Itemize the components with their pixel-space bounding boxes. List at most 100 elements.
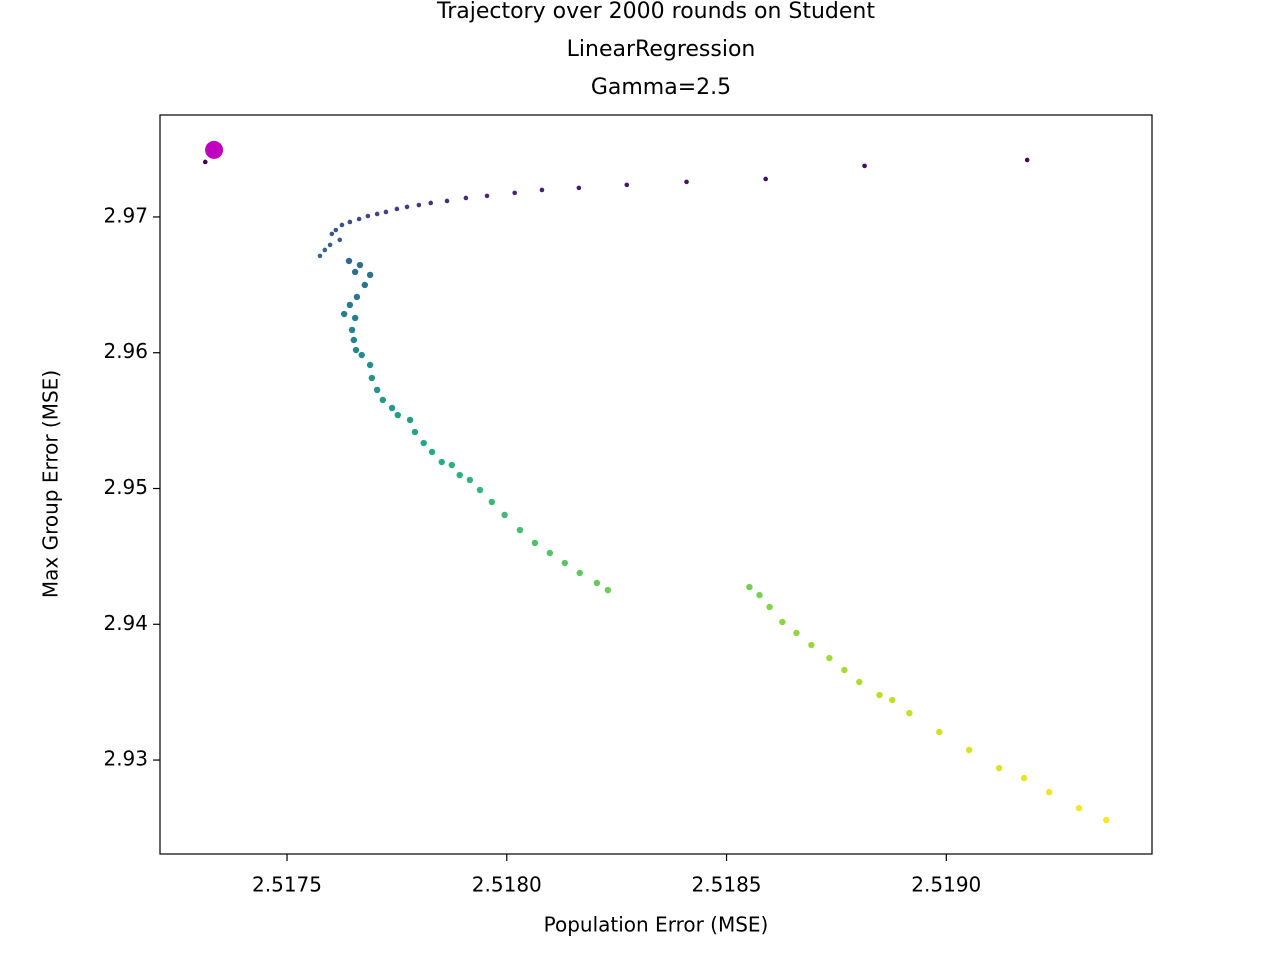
scatter-point bbox=[1024, 157, 1030, 163]
scatter-point bbox=[388, 404, 396, 412]
scatter-point bbox=[322, 247, 328, 253]
chart-title: LinearRegression bbox=[567, 37, 756, 62]
scatter-point bbox=[766, 603, 773, 611]
scatter-point bbox=[333, 227, 339, 233]
scatter-point bbox=[995, 764, 1003, 772]
scatter-point bbox=[394, 206, 400, 212]
scatter-point bbox=[1045, 788, 1053, 796]
scatter-point bbox=[463, 195, 469, 201]
scatter-point bbox=[358, 351, 365, 359]
scatter-point bbox=[763, 176, 768, 182]
scatter-point bbox=[1103, 816, 1110, 824]
scatter-point bbox=[546, 549, 554, 557]
scatter-point bbox=[444, 198, 450, 204]
scatter-point bbox=[856, 678, 863, 686]
scatter-point bbox=[337, 237, 343, 243]
scatter-point bbox=[351, 268, 359, 276]
scatter-point bbox=[906, 709, 913, 717]
scatter-point bbox=[604, 586, 612, 594]
chart-title: Trajectory over 2000 rounds on Student bbox=[436, 0, 875, 24]
scatter-point bbox=[428, 448, 436, 456]
scatter-point bbox=[531, 539, 539, 547]
x-axis-label: Population Error (MSE) bbox=[544, 913, 769, 937]
scatter-point bbox=[352, 346, 360, 354]
scatter-point bbox=[826, 654, 833, 662]
y-tick-label: 2.97 bbox=[103, 203, 148, 227]
scatter-point bbox=[488, 498, 496, 506]
scatter-point bbox=[348, 326, 356, 334]
scatter-point bbox=[327, 242, 333, 248]
scatter-point bbox=[889, 696, 896, 704]
scatter-point bbox=[202, 159, 208, 165]
scatter-point bbox=[394, 411, 401, 419]
scatter-point bbox=[350, 336, 358, 344]
scatter-point bbox=[368, 374, 376, 382]
y-tick-label: 2.95 bbox=[103, 475, 148, 499]
scatter-point bbox=[1075, 804, 1083, 812]
scatter-point bbox=[404, 204, 410, 210]
x-tick-label: 2.5175 bbox=[252, 873, 322, 897]
scatter-point bbox=[411, 428, 419, 436]
scatter-point bbox=[936, 728, 943, 736]
scatter-point bbox=[416, 202, 422, 208]
scatter-point bbox=[351, 314, 359, 322]
scatter-point bbox=[317, 253, 323, 259]
scatter-point bbox=[356, 261, 364, 269]
scatter-point bbox=[576, 569, 583, 577]
scatter-point bbox=[965, 746, 973, 754]
scatter-point bbox=[576, 185, 582, 191]
scatter-point bbox=[512, 190, 517, 196]
scatter-point bbox=[593, 579, 601, 587]
x-tick-label: 2.5190 bbox=[911, 873, 981, 897]
scatter-point bbox=[539, 187, 545, 193]
scatter-point bbox=[353, 293, 361, 301]
scatter-point bbox=[808, 641, 815, 649]
scatter-point bbox=[746, 583, 753, 591]
scatter-point bbox=[841, 666, 848, 674]
scatter-point bbox=[456, 471, 463, 479]
plot-frame bbox=[159, 114, 1153, 855]
chart-title: Gamma=2.5 bbox=[591, 75, 731, 100]
scatter-point bbox=[340, 310, 348, 318]
y-axis-label: Max Group Error (MSE) bbox=[39, 370, 63, 598]
scatter-point bbox=[561, 559, 568, 567]
scatter-point bbox=[756, 591, 763, 599]
scatter-point bbox=[205, 140, 224, 159]
scatter-point bbox=[516, 526, 524, 534]
scatter-point bbox=[383, 209, 389, 215]
scatter-point bbox=[345, 257, 353, 265]
scatter-point bbox=[366, 271, 374, 279]
scatter-point bbox=[484, 193, 490, 199]
scatter-point bbox=[793, 629, 800, 637]
scatter-point bbox=[428, 200, 434, 206]
scatter-point bbox=[379, 396, 387, 404]
scatter-point bbox=[876, 691, 883, 699]
scatter-point bbox=[339, 222, 345, 228]
scatter-point bbox=[374, 211, 380, 217]
y-tick-label: 2.94 bbox=[103, 611, 148, 635]
scatter-point bbox=[366, 361, 374, 369]
y-tick-label: 2.96 bbox=[103, 339, 148, 363]
scatter-point bbox=[365, 213, 371, 219]
scatter-point bbox=[624, 182, 630, 188]
scatter-point bbox=[779, 618, 786, 626]
scatter-point bbox=[862, 163, 867, 169]
scatter-point bbox=[448, 461, 456, 469]
x-tick-label: 2.5185 bbox=[692, 873, 762, 897]
scatter-point bbox=[684, 179, 689, 185]
y-tick-label: 2.93 bbox=[103, 747, 148, 771]
scatter-point bbox=[420, 439, 427, 447]
scatter-point bbox=[466, 476, 474, 484]
scatter-point bbox=[476, 486, 484, 494]
scatter-point bbox=[346, 301, 354, 309]
scatter-point bbox=[361, 281, 369, 289]
scatter-point bbox=[329, 231, 335, 237]
scatter-point bbox=[406, 416, 414, 424]
scatter-point bbox=[373, 386, 381, 394]
scatter-point bbox=[501, 511, 508, 519]
x-tick-label: 2.5180 bbox=[472, 873, 542, 897]
scatter-point bbox=[1020, 774, 1028, 782]
scatter-point bbox=[438, 458, 445, 466]
scatter-point bbox=[347, 219, 353, 225]
